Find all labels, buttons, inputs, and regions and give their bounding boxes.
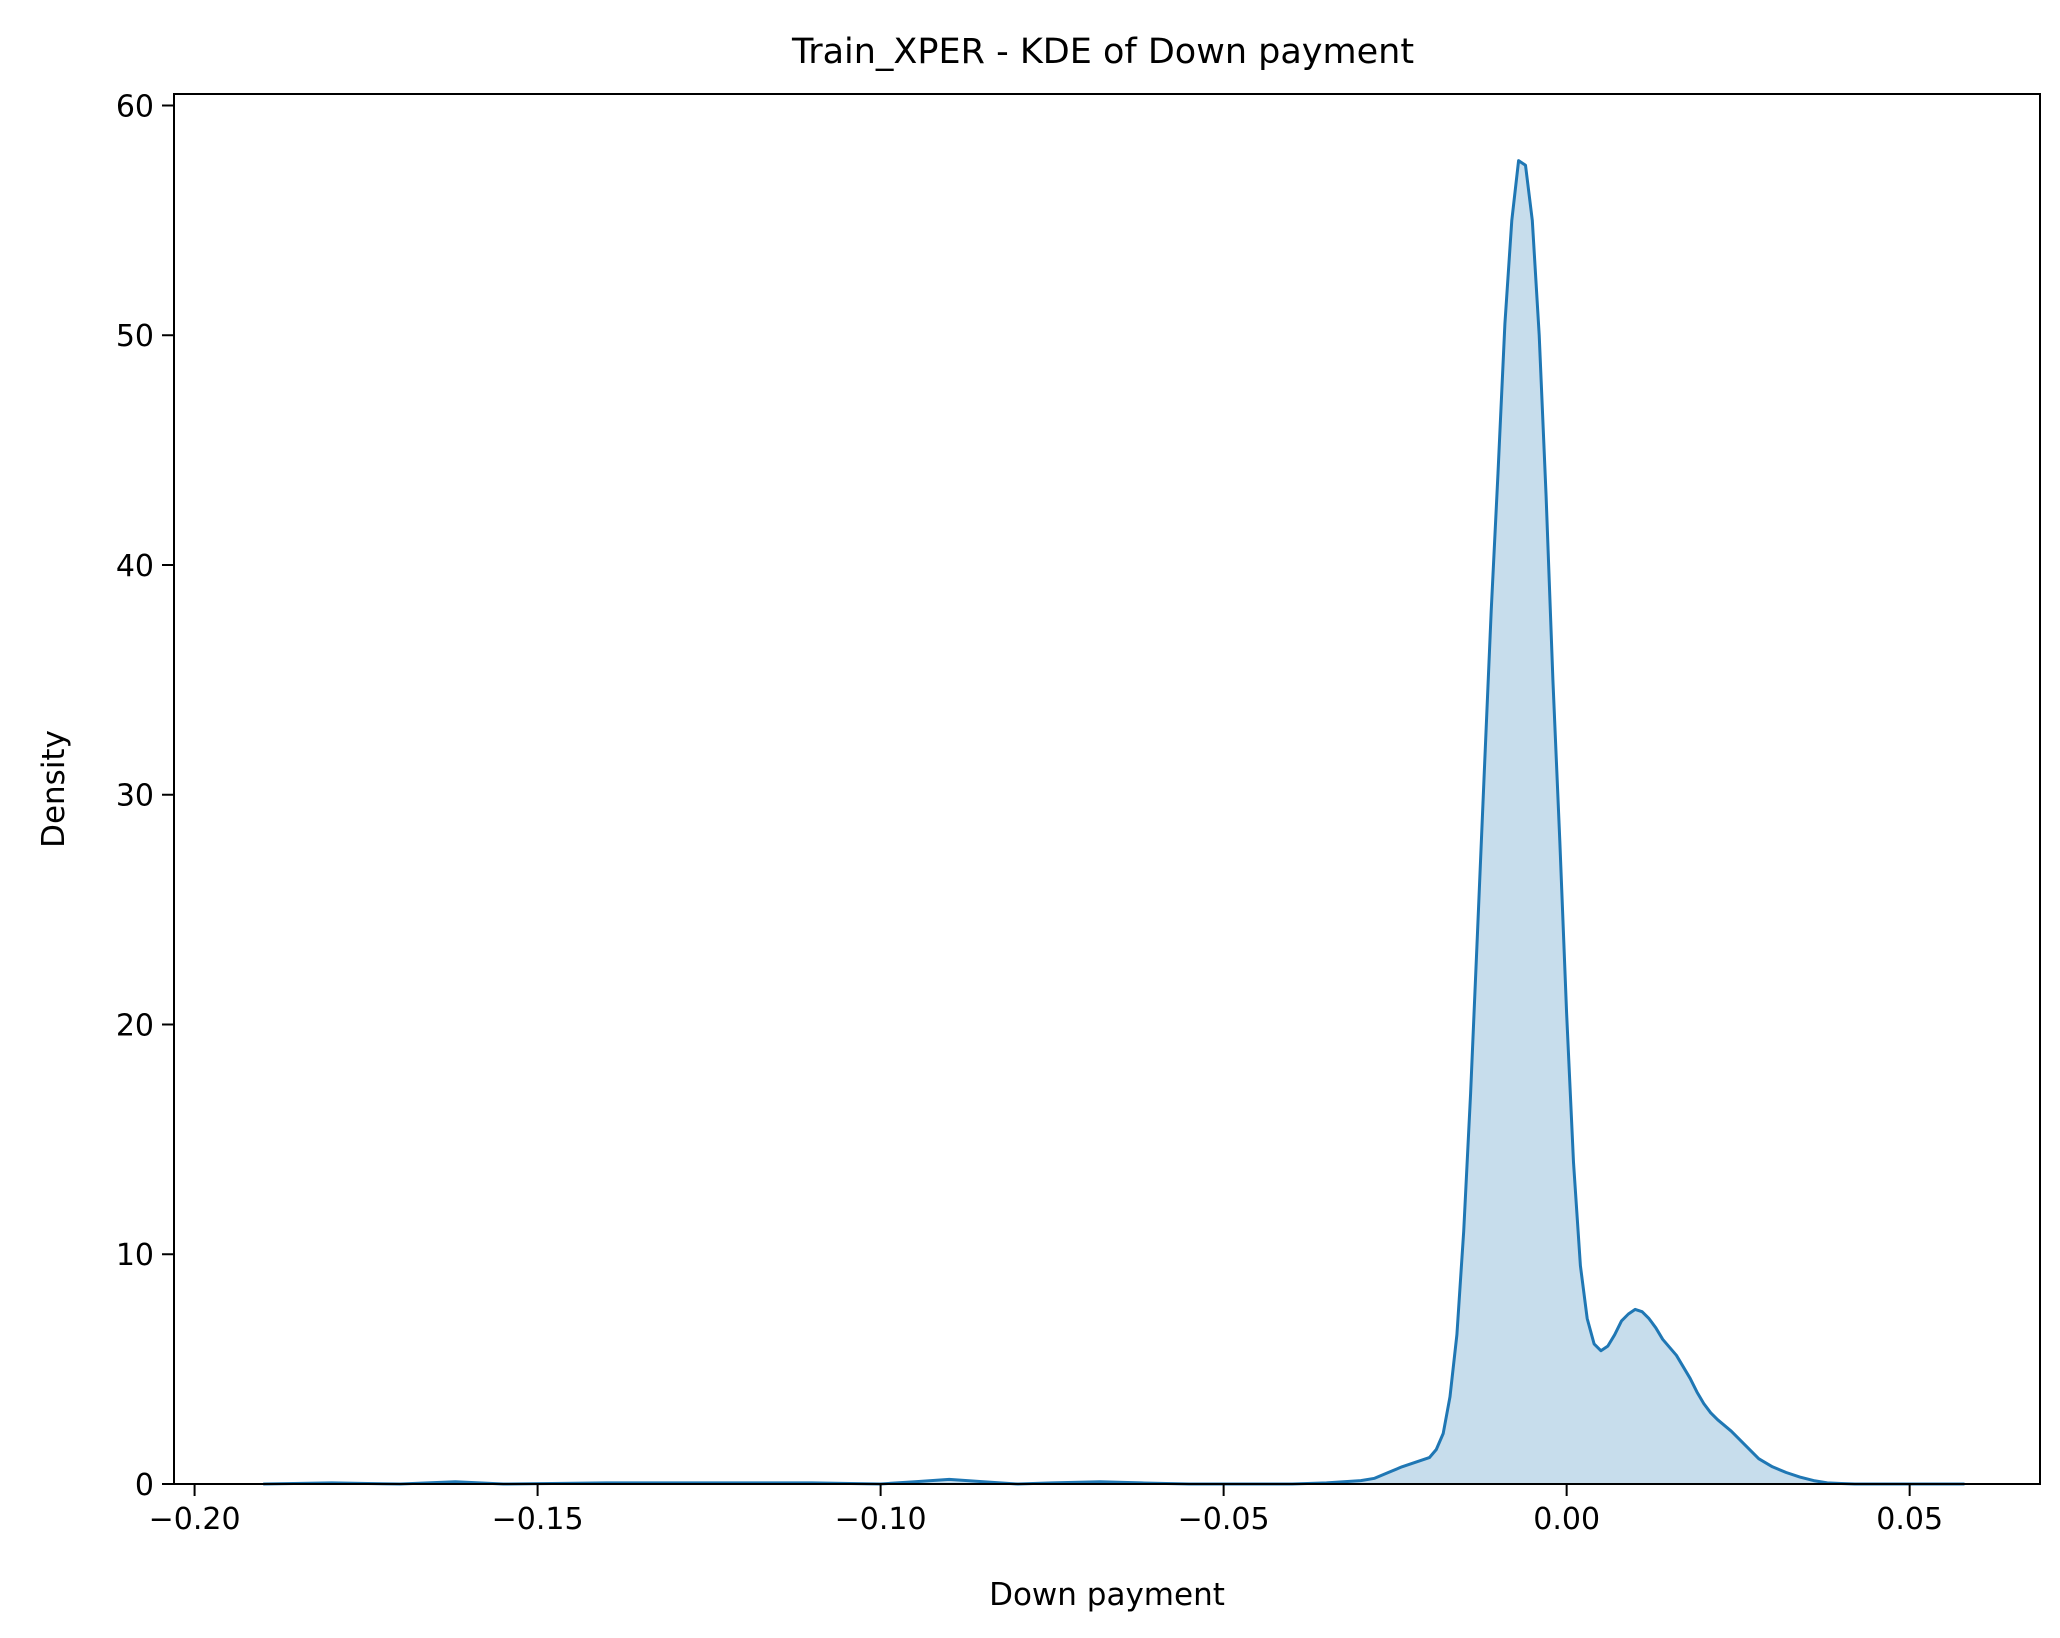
kde-fill-area xyxy=(263,160,1965,1485)
y-tick-label: 10 xyxy=(116,1238,154,1273)
plot-area xyxy=(263,159,1965,1486)
x-axis-label: Down payment xyxy=(989,1577,1225,1613)
y-tick-label: 40 xyxy=(116,549,154,584)
y-tick-label: 60 xyxy=(116,89,154,124)
y-tick-label: 0 xyxy=(135,1468,154,1503)
x-tick-label: −0.15 xyxy=(492,1502,584,1537)
y-tick-label: 30 xyxy=(116,779,154,814)
x-tick-label: 0.00 xyxy=(1533,1502,1600,1537)
axes-frame xyxy=(173,93,2041,1485)
y-axis-label: Density xyxy=(36,730,72,848)
x-tick-label: −0.20 xyxy=(149,1502,241,1537)
y-axis: 0 10 20 30 40 50 60 xyxy=(116,89,174,1503)
x-tick-label: −0.05 xyxy=(1178,1502,1270,1537)
y-tick-label: 20 xyxy=(116,1008,154,1043)
x-tick-label: 0.05 xyxy=(1876,1502,1943,1537)
x-tick-label: −0.10 xyxy=(835,1502,927,1537)
x-axis: −0.20 −0.15 −0.10 −0.05 0.00 0.05 xyxy=(149,1484,1943,1537)
kde-line xyxy=(263,159,1965,1486)
chart-title: Train_XPER - KDE of Down payment xyxy=(791,32,1414,72)
y-tick-label: 50 xyxy=(116,319,154,354)
